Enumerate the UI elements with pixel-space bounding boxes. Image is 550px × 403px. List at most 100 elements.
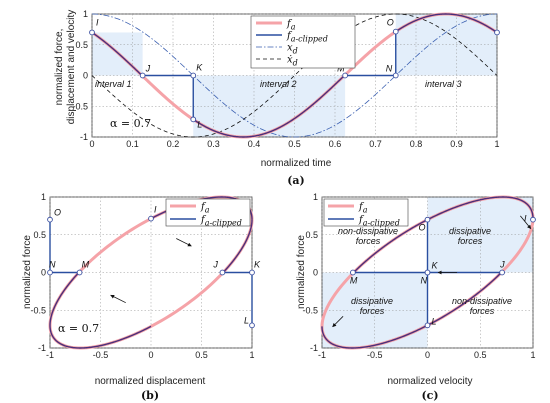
panel-c-point-label: J xyxy=(499,260,505,270)
panel-a-xtick-label: 0.3 xyxy=(207,139,220,149)
panel-a-xtick-label: 0.9 xyxy=(450,139,463,149)
panel-b-xlabel: normalized displacement xyxy=(95,376,206,387)
panel-a-ytick-label: 0.5 xyxy=(75,40,88,50)
panel-c-point-label: O xyxy=(419,223,426,233)
panel-a-annotation: interval 3 xyxy=(425,79,462,89)
panel-a-legend-xdot-label: ẋd xyxy=(287,55,298,68)
panel-c-xtick-label: -0.5 xyxy=(367,350,383,360)
panel-b-point-label: K xyxy=(254,260,261,270)
panel-c-ylabel: normalized force xyxy=(296,235,307,309)
panel-c-point-label: N xyxy=(421,276,428,286)
panel-a-xtick-label: 0.7 xyxy=(369,139,382,149)
panel-c-ytick-label: 0.5 xyxy=(305,230,318,240)
panel-c-point-N xyxy=(424,269,431,276)
panel-a-legend-fclip-label: fa-clipped xyxy=(286,31,328,44)
panel-b-legend-fa-label: fa xyxy=(200,202,210,215)
panel-c-annotation: dissipative forces xyxy=(351,296,393,316)
panel-c-legend-fclip-label: fa-clipped xyxy=(358,215,400,228)
panel-c-point-I xyxy=(530,216,536,223)
panel-a-alpha: α = 0.7 xyxy=(110,117,151,130)
panel-a-ytick-label: -0.5 xyxy=(72,101,88,111)
panel-a-xtick-label: 0 xyxy=(89,139,94,149)
panel-a-ytick-label: 0 xyxy=(83,71,88,81)
panel-c-ytick-label: -0.5 xyxy=(302,305,318,315)
panel-c-xlabel: normalized velocity xyxy=(387,376,472,387)
panel-a-annotation: interval 2 xyxy=(260,79,297,89)
panel-c-caption: (c) xyxy=(421,389,438,402)
panel-b-point-label: N xyxy=(49,260,56,270)
panel-b: -1 -0.5 0 0.5 1 1 0.5 0 -0.5 -1 I J K L M N Oα = 0.7 fafa… xyxy=(30,192,261,360)
panel-b-legend-fclip-label: fa-clipped xyxy=(200,215,242,228)
panel-c-fa-overlay-1 xyxy=(352,219,428,274)
panel-a: 0 0.1 0.2 0.3 0.4 0.5 0.6 0.7 0.8 0.9 1 1 0.5 0 -0.5 -1… xyxy=(72,9,500,149)
panel-c-point-label: K xyxy=(432,261,439,271)
panel-c-fa-overlay-3 xyxy=(427,196,534,221)
panel-c-point-M xyxy=(350,269,356,276)
panel-a-xtick-label: 1 xyxy=(494,139,499,149)
panel-a-point-J xyxy=(139,72,146,79)
panel-b-xtick-label: -1 xyxy=(46,350,54,360)
panel-b-point-N xyxy=(47,269,53,276)
panel-a-point-label: I xyxy=(96,17,99,27)
panel-b-point-label: O xyxy=(54,208,61,218)
panel-a-xlabel: normalized time xyxy=(261,158,332,169)
panel-a-xtick-label: 0.4 xyxy=(248,139,261,149)
panel-a-point-label: N xyxy=(386,64,393,74)
panel-c-fa-overlay-2 xyxy=(321,271,503,349)
panel-b-ytick-label: -1 xyxy=(38,343,46,353)
panel-a-xtick-label: 0.2 xyxy=(167,139,180,149)
panel-a-point-label: M xyxy=(337,64,345,74)
panel-a-point-I xyxy=(89,29,95,36)
panel-b-point-label: M xyxy=(82,260,90,270)
panel-a-series-xd xyxy=(91,13,498,138)
panel-c-point-label: L xyxy=(432,316,437,326)
panel-b-direction-arrow xyxy=(176,238,192,247)
panel-c-point-label: M xyxy=(350,276,358,286)
panel-b-point-O xyxy=(47,216,53,223)
panel-a-point-label: K xyxy=(196,63,203,73)
panel-b-ylabel: normalized force xyxy=(22,235,33,309)
panel-c-ytick-label: 0 xyxy=(313,268,318,278)
panel-a-point-label: L xyxy=(197,119,202,129)
panel-a-ytick-label: -1 xyxy=(80,132,88,142)
panel-c-annotation: non-dissipative forces xyxy=(452,296,512,316)
panel-a-fa-overlay-3 xyxy=(395,13,498,34)
panel-b-xtick-label: -0.5 xyxy=(93,350,109,360)
panel-b-point-J xyxy=(219,269,226,276)
panel-a-legend-xd-label: xd xyxy=(287,43,298,56)
panel-b-ytick-label: 0.5 xyxy=(33,230,46,240)
panel-a-xtick-label: 0.1 xyxy=(126,139,139,149)
panel-c-direction-arrow xyxy=(332,316,344,328)
panel-a-fa-overlay-1 xyxy=(91,31,144,77)
panel-b-fa-overlay-2 xyxy=(49,271,152,349)
panel-b-point-label: L xyxy=(244,315,249,325)
panel-b-xtick-label: 0 xyxy=(148,350,153,360)
panel-b-caption: (b) xyxy=(141,389,159,402)
panel-c-annotation: non-dissipative forces xyxy=(338,226,398,246)
panel-c-ytick-label: 1 xyxy=(313,192,318,202)
panel-a-series-xdot xyxy=(91,13,498,138)
panel-a-point-K xyxy=(190,72,197,79)
panel-a-ylabel-2: displacement and velocity xyxy=(66,10,77,125)
panel-b-fa-overlay-1 xyxy=(221,219,253,274)
panel-a-point-label: O xyxy=(387,18,394,28)
panel-c-point-label: I xyxy=(524,214,527,224)
panel-b-point-I xyxy=(148,215,154,222)
panel-c-xtick-label: 0 xyxy=(425,350,430,360)
panel-c-direction-arrow xyxy=(520,215,532,230)
panel-a-xtick-label: 0.6 xyxy=(329,139,342,149)
panel-a-point-O xyxy=(392,28,399,35)
panel-b-ytick-label: 0 xyxy=(41,268,46,278)
panel-c-annotation: dissipative forces xyxy=(449,226,491,246)
panel-c-xtick-label: 1 xyxy=(530,350,535,360)
panel-b-direction-arrow xyxy=(110,294,126,304)
panel-b-xtick-label: 0.5 xyxy=(195,350,208,360)
panel-a-point-end xyxy=(494,29,500,36)
panel-b-point-label: J xyxy=(212,260,218,270)
panel-c-ytick-label: -1 xyxy=(310,343,318,353)
panel-b-point-label: I xyxy=(154,205,157,215)
panel-b-ytick-label: 1 xyxy=(41,192,46,202)
panel-b-ytick-label: -0.5 xyxy=(30,305,46,315)
